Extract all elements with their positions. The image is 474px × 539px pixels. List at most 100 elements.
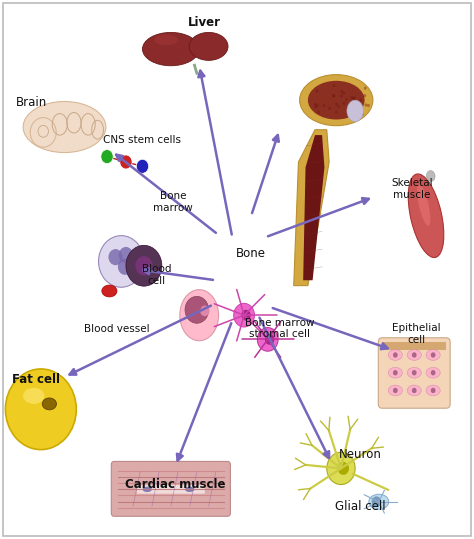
Circle shape (365, 103, 367, 107)
Circle shape (340, 94, 343, 98)
Text: Liver: Liver (187, 16, 220, 29)
Circle shape (332, 94, 335, 98)
Circle shape (412, 388, 417, 393)
Circle shape (364, 94, 366, 97)
Circle shape (234, 303, 255, 327)
Circle shape (337, 105, 340, 108)
Ellipse shape (189, 32, 228, 60)
Text: Bone
marrow: Bone marrow (153, 191, 193, 213)
Circle shape (5, 369, 76, 450)
Circle shape (364, 87, 366, 90)
Circle shape (372, 496, 381, 507)
Circle shape (314, 105, 317, 108)
Circle shape (200, 306, 210, 316)
Circle shape (328, 107, 331, 110)
Ellipse shape (388, 385, 402, 396)
Circle shape (101, 150, 113, 164)
Ellipse shape (407, 350, 421, 361)
Circle shape (343, 102, 346, 105)
Ellipse shape (23, 388, 45, 404)
Circle shape (109, 249, 123, 265)
Circle shape (119, 247, 133, 263)
FancyBboxPatch shape (137, 485, 205, 494)
Ellipse shape (30, 118, 56, 147)
Text: Cardiac muscle: Cardiac muscle (125, 478, 226, 491)
Ellipse shape (426, 350, 440, 361)
Circle shape (136, 256, 153, 275)
Circle shape (332, 84, 335, 87)
Circle shape (345, 98, 348, 101)
FancyBboxPatch shape (378, 338, 450, 408)
Ellipse shape (155, 34, 178, 45)
Circle shape (126, 245, 162, 286)
Ellipse shape (407, 368, 421, 378)
Ellipse shape (427, 171, 435, 181)
Circle shape (257, 328, 278, 351)
Ellipse shape (388, 350, 402, 361)
Ellipse shape (426, 368, 440, 378)
Circle shape (314, 103, 317, 106)
Circle shape (342, 92, 345, 95)
Polygon shape (294, 130, 329, 286)
Ellipse shape (388, 368, 402, 378)
Ellipse shape (143, 32, 199, 66)
Text: CNS stem cells: CNS stem cells (103, 135, 182, 146)
Circle shape (354, 111, 356, 114)
Ellipse shape (180, 289, 219, 341)
Circle shape (357, 106, 359, 109)
Ellipse shape (23, 101, 106, 153)
Text: Glial cell: Glial cell (335, 500, 385, 513)
Ellipse shape (408, 174, 444, 258)
Ellipse shape (42, 398, 56, 410)
Text: Neuron: Neuron (338, 448, 381, 461)
Circle shape (353, 96, 356, 100)
Circle shape (431, 388, 436, 393)
Circle shape (137, 160, 149, 173)
Ellipse shape (426, 385, 440, 396)
Circle shape (335, 110, 338, 114)
Circle shape (393, 370, 398, 375)
Circle shape (412, 353, 417, 358)
Circle shape (120, 155, 132, 169)
Circle shape (265, 334, 274, 345)
Circle shape (353, 96, 356, 100)
Circle shape (99, 236, 144, 287)
Text: Blood
cell: Blood cell (142, 264, 172, 286)
FancyBboxPatch shape (382, 342, 447, 350)
Circle shape (317, 110, 320, 114)
Ellipse shape (308, 81, 365, 120)
Circle shape (332, 94, 335, 97)
Circle shape (327, 452, 355, 485)
Ellipse shape (407, 385, 421, 396)
Circle shape (340, 89, 343, 93)
Circle shape (323, 104, 326, 107)
Circle shape (118, 259, 132, 275)
Polygon shape (303, 135, 324, 280)
Ellipse shape (185, 487, 194, 492)
Circle shape (359, 108, 362, 112)
Circle shape (393, 388, 398, 393)
Circle shape (431, 353, 436, 358)
Circle shape (337, 462, 349, 475)
Circle shape (316, 104, 319, 107)
Text: Skeletal
muscle: Skeletal muscle (391, 178, 433, 199)
Text: Bone marrow
stromal cell: Bone marrow stromal cell (245, 318, 314, 340)
Circle shape (350, 96, 353, 99)
Text: Fat cell: Fat cell (12, 373, 60, 386)
Ellipse shape (143, 487, 152, 492)
Circle shape (335, 102, 338, 106)
Circle shape (316, 89, 319, 93)
FancyBboxPatch shape (111, 461, 230, 516)
Ellipse shape (300, 74, 373, 126)
Circle shape (185, 296, 209, 323)
Circle shape (431, 370, 436, 375)
Ellipse shape (417, 184, 430, 226)
Text: Bone: Bone (236, 247, 266, 260)
Circle shape (361, 113, 364, 116)
Text: Epithelial
cell: Epithelial cell (392, 323, 441, 345)
Text: Brain: Brain (16, 96, 47, 109)
Ellipse shape (347, 100, 364, 122)
Ellipse shape (369, 494, 389, 509)
Circle shape (367, 104, 370, 107)
Circle shape (241, 310, 251, 321)
